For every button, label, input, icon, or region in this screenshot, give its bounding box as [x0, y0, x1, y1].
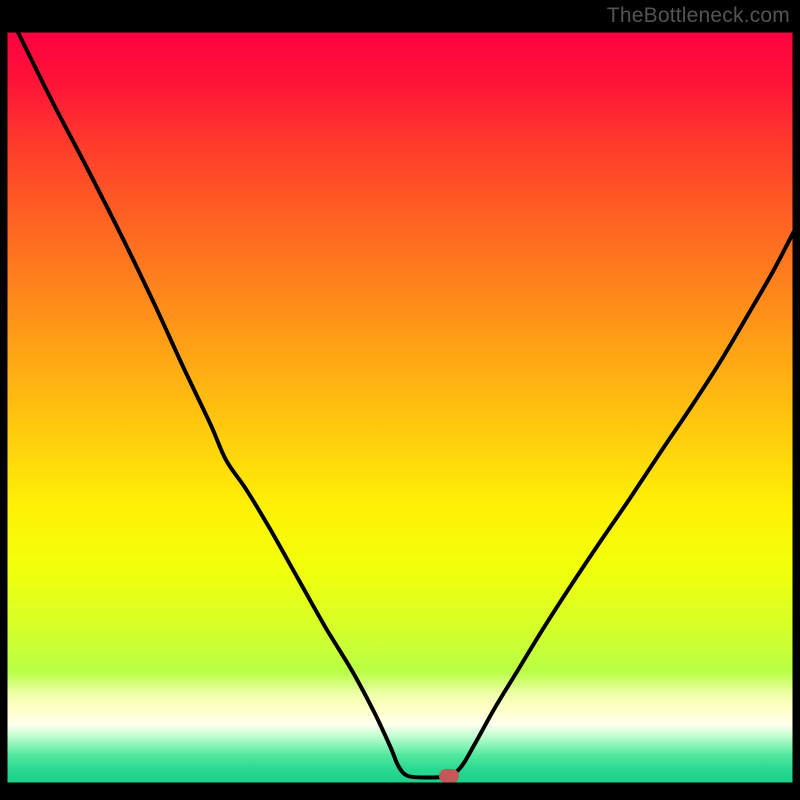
bottleneck-chart	[0, 0, 800, 800]
chart-container: TheBottleneck.com	[0, 0, 800, 800]
watermark-text: TheBottleneck.com	[607, 4, 790, 28]
target-marker	[439, 769, 459, 783]
plot-area	[5, 30, 795, 785]
